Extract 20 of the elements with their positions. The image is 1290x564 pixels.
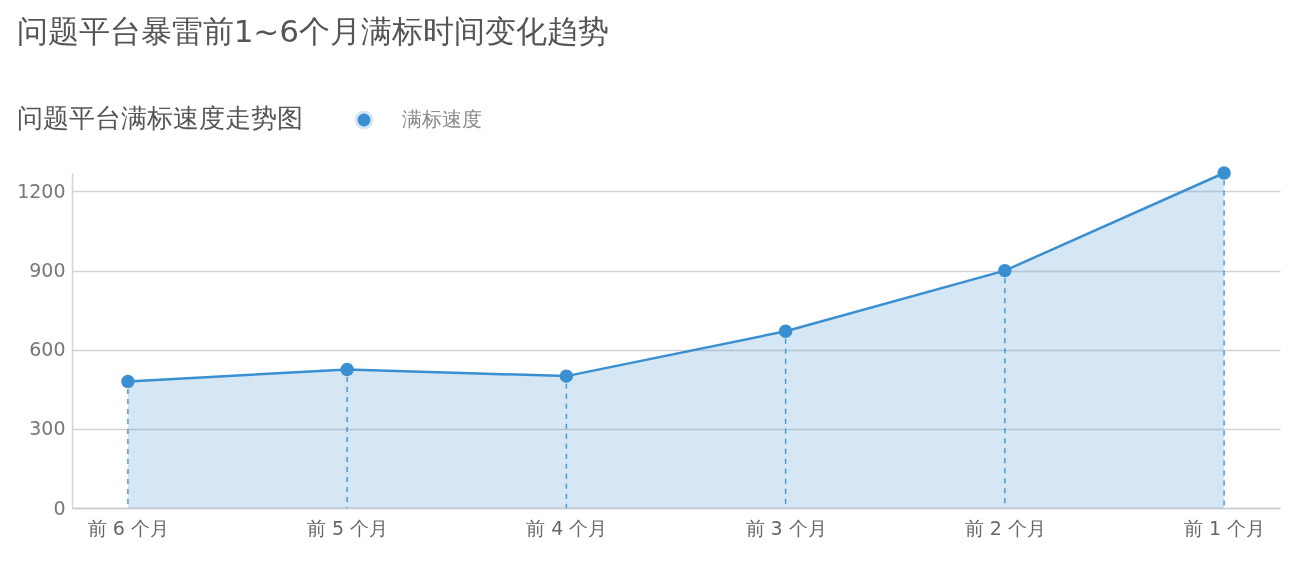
y-tick-label: 900: [29, 259, 66, 282]
y-tick-label: 0: [53, 496, 66, 519]
point: [121, 374, 135, 389]
point: [340, 362, 354, 377]
x-tick-label: 前 4 个月: [526, 516, 608, 539]
x-tick-label: 前 5 个月: [307, 516, 389, 539]
y-tick-label: 600: [29, 338, 66, 361]
point: [559, 369, 574, 383]
x-tick-label: 前 1 个月: [1184, 516, 1266, 539]
point: [998, 263, 1012, 278]
x-tick-label: 前 6 个月: [87, 516, 169, 539]
chart-title: 问题平台暴雷前1~6个月满标时间变化趋势: [16, 13, 610, 49]
x-tick-label: 前 2 个月: [964, 516, 1046, 539]
point: [1217, 166, 1231, 180]
legend-label: 满标速度: [402, 107, 482, 131]
point: [778, 324, 793, 338]
chart-subtitle: 问题平台满标速度走势图: [16, 103, 303, 133]
y-tick-label: 1200: [17, 179, 66, 202]
y-tick-label: 300: [29, 417, 66, 440]
x-tick-label: 前 3 个月: [745, 516, 827, 539]
